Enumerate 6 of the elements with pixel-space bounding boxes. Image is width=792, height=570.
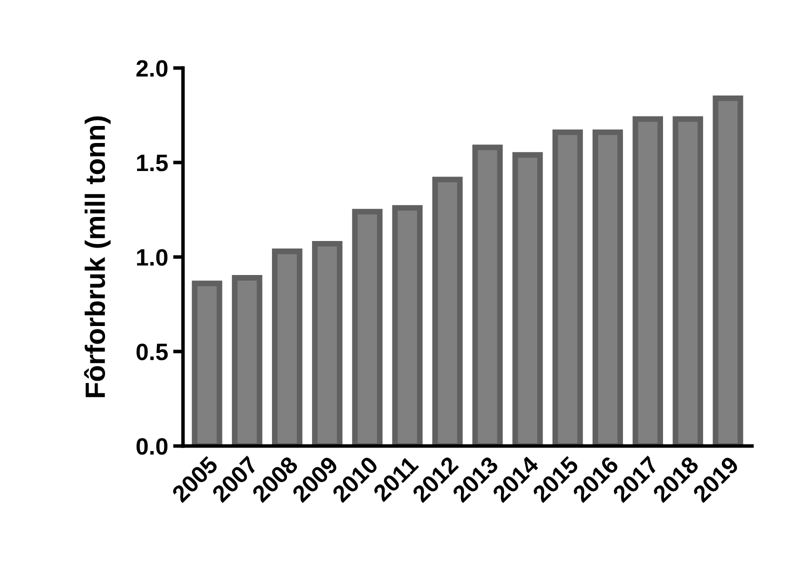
y-axis-title: Fôrforbruk (mill tonn) [84, 116, 111, 398]
y-tick-label: 2.0 [136, 60, 168, 77]
y-tick-label: 1.0 [137, 249, 168, 266]
y-tick-label: 0.0 [136, 438, 168, 455]
y-tick-label: 0.5 [136, 344, 168, 360]
y-tick-label: 1.5 [137, 154, 168, 172]
